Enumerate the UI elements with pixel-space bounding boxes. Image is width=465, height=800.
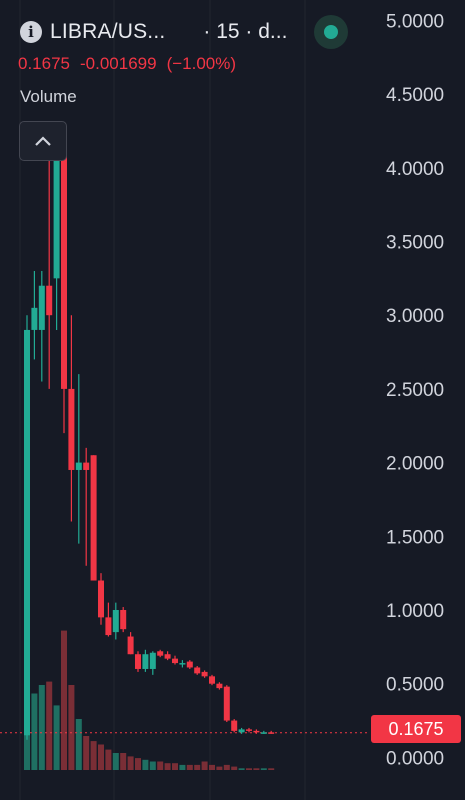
chart-grid	[19, 0, 306, 800]
candle-body	[46, 285, 53, 316]
volume-bar	[135, 758, 141, 770]
volume-bar	[179, 764, 186, 770]
symbol-name[interactable]: LIBRA/US...	[50, 20, 166, 43]
y-tick-label: 3.0000	[386, 306, 444, 327]
last-price: 0.1675	[18, 54, 70, 73]
volume-bar	[260, 768, 267, 770]
market-status-indicator[interactable]	[314, 15, 348, 49]
volume-indicator-label[interactable]: Volume	[20, 87, 77, 106]
volume-bar	[83, 736, 90, 770]
volume-bar	[209, 764, 215, 770]
info-icon[interactable]: i	[20, 21, 42, 43]
volume-bar	[172, 763, 178, 770]
price-change-percent: (−1.00%)	[166, 54, 237, 73]
volume-bar	[53, 705, 60, 770]
candle-body	[157, 651, 164, 656]
chevron-up-icon	[35, 136, 51, 146]
volume-bar	[246, 768, 252, 770]
volume-bar	[75, 719, 82, 770]
collapse-legend-button[interactable]	[19, 121, 67, 161]
y-tick-label: 2.0000	[386, 454, 444, 475]
y-tick-label: 1.5000	[386, 527, 444, 548]
candle-body	[127, 636, 134, 655]
price-change: -0.001699	[80, 54, 157, 73]
volume-bar	[105, 749, 112, 770]
volume-bar	[201, 761, 208, 770]
y-tick-label: 3.5000	[386, 233, 444, 254]
candle-body	[164, 654, 171, 659]
candle-body	[231, 720, 238, 731]
candle-body	[83, 462, 90, 470]
candle-body	[24, 329, 30, 736]
candle-body	[223, 686, 230, 721]
volume-bar	[164, 763, 171, 770]
volume-bar	[194, 764, 201, 770]
y-tick-label: 0.0000	[386, 748, 444, 769]
candle-body	[68, 388, 75, 470]
price-axis[interactable]: 5.0000 4.5000 4.0000 3.5000 3.0000 2.5000 2.00…	[386, 11, 444, 769]
candle-body	[142, 654, 149, 669]
volume-bars	[24, 600, 275, 770]
candle-body	[120, 610, 127, 630]
candle-body	[216, 683, 223, 689]
candlesticks	[0, 138, 370, 740]
y-tick-label: 2.5000	[386, 380, 444, 401]
candle-body	[53, 153, 60, 279]
candle-body	[98, 580, 104, 618]
volume-bar	[127, 756, 134, 770]
y-tick-label: 5.0000	[386, 11, 444, 32]
y-tick-label: 4.0000	[386, 159, 444, 180]
volume-bar	[231, 766, 238, 770]
candle-body	[201, 671, 208, 677]
candle-body	[260, 732, 267, 734]
symbol-row: i LIBRA/US... · 15 · d...	[20, 16, 287, 48]
volume-bar	[46, 681, 53, 770]
volume-bar	[268, 768, 275, 770]
candle-body	[253, 730, 260, 733]
volume-bar	[186, 764, 193, 770]
y-tick-label: 1.0000	[386, 601, 444, 622]
candle-body	[172, 658, 178, 664]
y-tick-label: 0.5000	[386, 675, 444, 696]
candle-body	[238, 729, 245, 733]
candle-body	[31, 307, 38, 330]
candle-body	[135, 654, 141, 669]
candle-body	[61, 145, 67, 389]
volume-bar	[120, 753, 127, 770]
volume-bar	[38, 685, 45, 770]
volume-bar	[223, 764, 230, 770]
volume-bar	[61, 630, 67, 770]
status-dot-icon	[324, 25, 338, 39]
volume-bar	[149, 761, 156, 770]
candle-body	[149, 652, 156, 669]
volume-bar	[112, 753, 119, 770]
volume-bar	[98, 744, 104, 770]
y-tick-label: 4.5000	[386, 85, 444, 106]
volume-bar	[157, 761, 164, 770]
volume-bar	[31, 693, 38, 770]
candle-body	[268, 732, 275, 734]
candle-body	[179, 663, 186, 665]
volume-bar	[216, 766, 223, 770]
candle-body	[112, 610, 119, 633]
volume-bar	[90, 741, 97, 770]
interval-label[interactable]: · 15 · d...	[203, 20, 288, 43]
candle-body	[194, 667, 201, 674]
candle-body	[186, 661, 193, 668]
chart-legend: i LIBRA/US... · 15 · d... 0.1675 -0.0016…	[0, 0, 360, 120]
candle-body	[105, 617, 112, 636]
volume-bar	[253, 768, 260, 770]
candle-body	[90, 455, 97, 581]
candle-body	[75, 462, 82, 470]
candle-body	[246, 729, 252, 731]
price-change-row: 0.1675 -0.001699 (−1.00%)	[18, 54, 236, 74]
volume-bar	[142, 759, 149, 770]
candle-body	[38, 285, 45, 330]
last-price-badge: 0.1675	[371, 715, 461, 743]
candle-body	[209, 676, 215, 684]
volume-bar	[68, 685, 75, 770]
volume-bar	[238, 768, 245, 770]
